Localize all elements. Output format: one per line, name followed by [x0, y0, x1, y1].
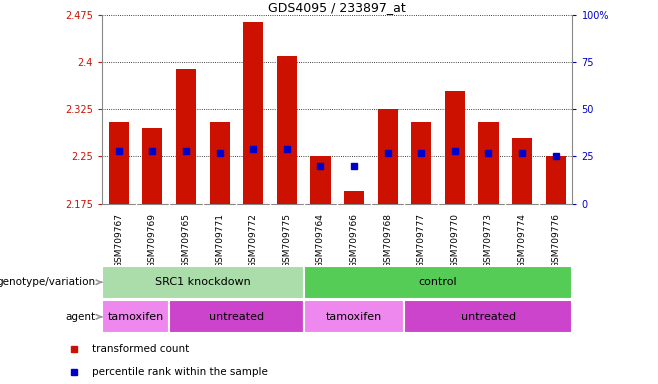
Bar: [243, 22, 263, 204]
Text: percentile rank within the sample: percentile rank within the sample: [91, 367, 268, 377]
Text: GSM709768: GSM709768: [383, 213, 392, 268]
Text: GSM709777: GSM709777: [417, 213, 426, 268]
Bar: [545, 156, 566, 204]
Bar: [344, 191, 364, 204]
Bar: [378, 109, 397, 204]
Text: agent: agent: [65, 312, 95, 322]
Text: untreated: untreated: [461, 312, 516, 322]
Bar: [169, 300, 303, 333]
Text: GSM709767: GSM709767: [114, 213, 123, 268]
Text: GSM709773: GSM709773: [484, 213, 493, 268]
Bar: [512, 138, 532, 204]
Bar: [405, 300, 572, 333]
Text: GSM709772: GSM709772: [249, 213, 258, 268]
Text: tamoxifen: tamoxifen: [107, 312, 164, 322]
Bar: [445, 91, 465, 204]
Bar: [102, 266, 303, 299]
Text: GSM709764: GSM709764: [316, 213, 325, 268]
Bar: [102, 300, 169, 333]
Text: GSM709769: GSM709769: [148, 213, 157, 268]
Text: GSM709775: GSM709775: [282, 213, 291, 268]
Bar: [303, 300, 405, 333]
Text: GSM709766: GSM709766: [349, 213, 359, 268]
Text: GSM709776: GSM709776: [551, 213, 560, 268]
Text: tamoxifen: tamoxifen: [326, 312, 382, 322]
Bar: [303, 266, 572, 299]
Bar: [109, 122, 129, 204]
Text: SRC1 knockdown: SRC1 knockdown: [155, 277, 251, 287]
Text: GSM709770: GSM709770: [450, 213, 459, 268]
Text: GSM709774: GSM709774: [518, 213, 526, 268]
Title: GDS4095 / 233897_at: GDS4095 / 233897_at: [268, 1, 406, 14]
Bar: [142, 128, 163, 204]
Bar: [277, 56, 297, 204]
Text: genotype/variation: genotype/variation: [0, 277, 95, 287]
Text: control: control: [418, 277, 457, 287]
Bar: [311, 156, 330, 204]
Bar: [209, 122, 230, 204]
Text: untreated: untreated: [209, 312, 264, 322]
Bar: [478, 122, 499, 204]
Text: transformed count: transformed count: [91, 344, 189, 354]
Text: GSM709765: GSM709765: [182, 213, 191, 268]
Text: GSM709771: GSM709771: [215, 213, 224, 268]
Bar: [411, 122, 432, 204]
Bar: [176, 69, 196, 204]
